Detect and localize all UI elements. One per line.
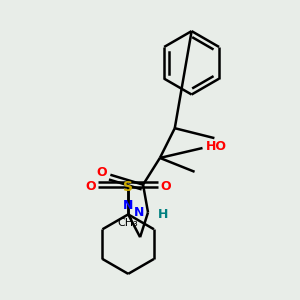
Text: O: O	[86, 180, 97, 193]
Text: S: S	[123, 180, 133, 194]
Text: O: O	[97, 166, 107, 179]
Text: N: N	[134, 206, 144, 219]
Text: N: N	[123, 200, 134, 212]
Text: H: H	[158, 208, 168, 221]
Text: CH₃: CH₃	[118, 218, 139, 228]
Text: HO: HO	[206, 140, 226, 152]
Text: O: O	[160, 180, 170, 193]
